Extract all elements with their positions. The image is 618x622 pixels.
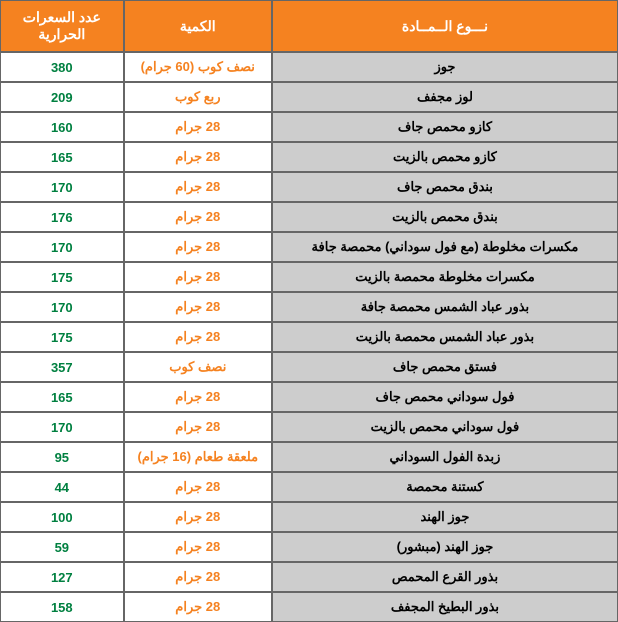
cell-quantity: نصف كوب (60 جرام) bbox=[124, 52, 272, 82]
cell-material: جوز الهند (مبشور) bbox=[272, 532, 618, 562]
cell-quantity: 28 جرام bbox=[124, 262, 272, 292]
cell-calories: 160 bbox=[0, 112, 124, 142]
cell-quantity: ملعقة طعام (16 جرام) bbox=[124, 442, 272, 472]
cell-material: كستنة محمصة bbox=[272, 472, 618, 502]
cell-material: بندق محمص جاف bbox=[272, 172, 618, 202]
cell-material: بذور البطيخ المجفف bbox=[272, 592, 618, 622]
cell-quantity: 28 جرام bbox=[124, 562, 272, 592]
table-row: فستق محمص جافنصف كوب357 bbox=[0, 352, 618, 382]
cell-quantity: 28 جرام bbox=[124, 322, 272, 352]
cell-material: فول سوداني محمص بالزيت bbox=[272, 412, 618, 442]
table-row: مكسرات مخلوطة (مع فول سوداني) محمصة جافة… bbox=[0, 232, 618, 262]
table-row: جوز الهند28 جرام100 bbox=[0, 502, 618, 532]
table-row: جوزنصف كوب (60 جرام)380 bbox=[0, 52, 618, 82]
cell-quantity: 28 جرام bbox=[124, 382, 272, 412]
cell-calories: 357 bbox=[0, 352, 124, 382]
cell-quantity: 28 جرام bbox=[124, 112, 272, 142]
cell-quantity: 28 جرام bbox=[124, 232, 272, 262]
table-row: كازو محمص جاف28 جرام160 bbox=[0, 112, 618, 142]
cell-calories: 170 bbox=[0, 292, 124, 322]
cell-calories: 165 bbox=[0, 382, 124, 412]
cell-material: جوز bbox=[272, 52, 618, 82]
cell-calories: 380 bbox=[0, 52, 124, 82]
cell-material: بذور القرع المحمص bbox=[272, 562, 618, 592]
cell-quantity: نصف كوب bbox=[124, 352, 272, 382]
cell-material: فول سوداني محمص جاف bbox=[272, 382, 618, 412]
cell-material: بذور عباد الشمس محمصة بالزيت bbox=[272, 322, 618, 352]
cell-calories: 158 bbox=[0, 592, 124, 622]
cell-material: زبدة الفول السوداني bbox=[272, 442, 618, 472]
table-row: بندق محمص بالزيت28 جرام176 bbox=[0, 202, 618, 232]
cell-calories: 209 bbox=[0, 82, 124, 112]
cell-calories: 176 bbox=[0, 202, 124, 232]
header-calories: عدد السعرات الحرارية bbox=[0, 0, 124, 52]
cell-quantity: 28 جرام bbox=[124, 532, 272, 562]
cell-material: جوز الهند bbox=[272, 502, 618, 532]
cell-material: كازو محمص جاف bbox=[272, 112, 618, 142]
cell-quantity: 28 جرام bbox=[124, 472, 272, 502]
table-row: بذور القرع المحمص28 جرام127 bbox=[0, 562, 618, 592]
cell-quantity: 28 جرام bbox=[124, 172, 272, 202]
header-material: نـــوع الــمــادة bbox=[272, 0, 618, 52]
table-header-row: نـــوع الــمــادة الكمية عدد السعرات الح… bbox=[0, 0, 618, 52]
table-row: فول سوداني محمص بالزيت28 جرام170 bbox=[0, 412, 618, 442]
cell-calories: 59 bbox=[0, 532, 124, 562]
cell-calories: 165 bbox=[0, 142, 124, 172]
cell-calories: 170 bbox=[0, 412, 124, 442]
cell-quantity: 28 جرام bbox=[124, 142, 272, 172]
cell-calories: 44 bbox=[0, 472, 124, 502]
table-row: زبدة الفول السودانيملعقة طعام (16 جرام)9… bbox=[0, 442, 618, 472]
cell-quantity: ربع كوب bbox=[124, 82, 272, 112]
table-row: مكسرات مخلوطة محمصة بالزيت28 جرام175 bbox=[0, 262, 618, 292]
table-row: كستنة محمصة28 جرام44 bbox=[0, 472, 618, 502]
table-row: كازو محمص بالزيت28 جرام165 bbox=[0, 142, 618, 172]
table-row: بذور البطيخ المجفف28 جرام158 bbox=[0, 592, 618, 622]
cell-quantity: 28 جرام bbox=[124, 292, 272, 322]
cell-material: مكسرات مخلوطة (مع فول سوداني) محمصة جافة bbox=[272, 232, 618, 262]
table-row: فول سوداني محمص جاف28 جرام165 bbox=[0, 382, 618, 412]
cell-material: لوز مجفف bbox=[272, 82, 618, 112]
cell-calories: 175 bbox=[0, 262, 124, 292]
cell-material: مكسرات مخلوطة محمصة بالزيت bbox=[272, 262, 618, 292]
cell-quantity: 28 جرام bbox=[124, 592, 272, 622]
nutrition-table: نـــوع الــمــادة الكمية عدد السعرات الح… bbox=[0, 0, 618, 622]
table-row: لوز مجففربع كوب209 bbox=[0, 82, 618, 112]
cell-calories: 170 bbox=[0, 232, 124, 262]
cell-material: فستق محمص جاف bbox=[272, 352, 618, 382]
cell-calories: 127 bbox=[0, 562, 124, 592]
table-row: بذور عباد الشمس محمصة جافة28 جرام170 bbox=[0, 292, 618, 322]
table-row: بذور عباد الشمس محمصة بالزيت28 جرام175 bbox=[0, 322, 618, 352]
cell-calories: 100 bbox=[0, 502, 124, 532]
cell-quantity: 28 جرام bbox=[124, 412, 272, 442]
cell-material: كازو محمص بالزيت bbox=[272, 142, 618, 172]
cell-quantity: 28 جرام bbox=[124, 202, 272, 232]
cell-material: بذور عباد الشمس محمصة جافة bbox=[272, 292, 618, 322]
cell-material: بندق محمص بالزيت bbox=[272, 202, 618, 232]
header-quantity: الكمية bbox=[124, 0, 272, 52]
cell-calories: 175 bbox=[0, 322, 124, 352]
cell-calories: 170 bbox=[0, 172, 124, 202]
cell-quantity: 28 جرام bbox=[124, 502, 272, 532]
cell-calories: 95 bbox=[0, 442, 124, 472]
table-row: بندق محمص جاف28 جرام170 bbox=[0, 172, 618, 202]
table-row: جوز الهند (مبشور)28 جرام59 bbox=[0, 532, 618, 562]
